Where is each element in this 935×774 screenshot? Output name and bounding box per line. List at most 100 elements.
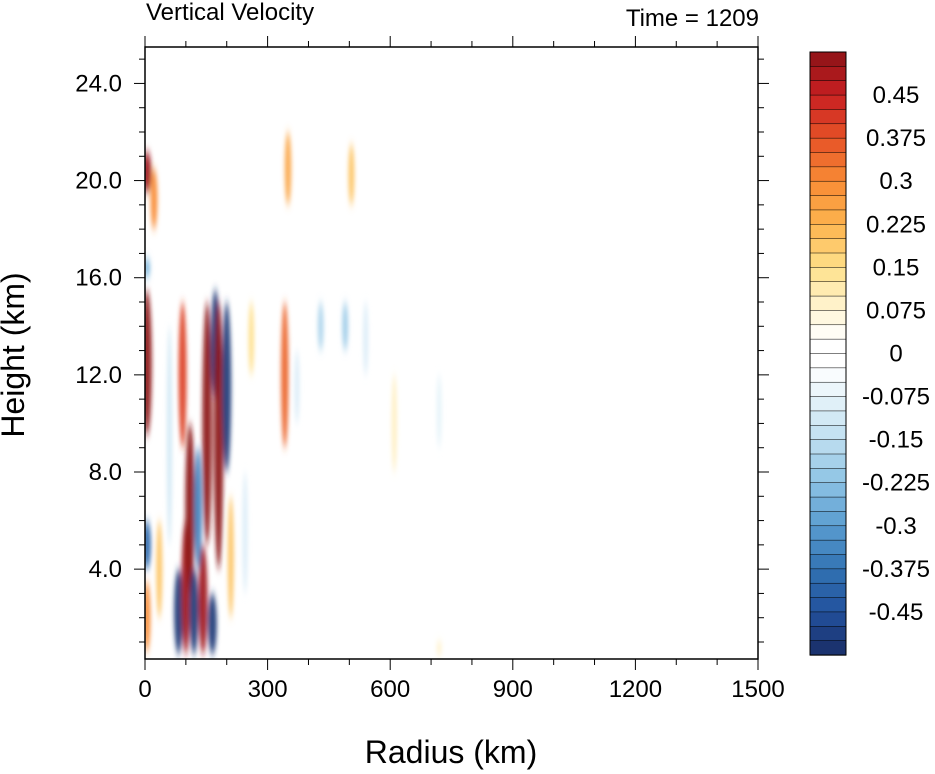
x-tick-label: 0	[138, 676, 151, 703]
time-label: Time = 1209	[626, 5, 759, 32]
colorbar-tick-label: -0.3	[875, 513, 916, 540]
velocity-streak	[185, 423, 195, 594]
velocity-streak	[202, 302, 212, 545]
colorbar-frame	[809, 51, 847, 656]
colorbar-tick-label: 0.3	[879, 168, 912, 195]
velocity-streak	[222, 302, 232, 472]
velocity-streak	[145, 581, 151, 652]
colorbar-swatch	[809, 568, 847, 584]
colorbar-swatch	[809, 123, 847, 139]
velocity-streak	[145, 289, 152, 436]
colorbar-tick-label: 0.375	[866, 125, 926, 152]
colorbar-swatch	[809, 496, 847, 513]
x-tick-label: 600	[370, 676, 410, 703]
colorbar-swatch	[809, 80, 847, 96]
velocity-streak	[242, 472, 248, 594]
colorbar-tick-label: -0.45	[869, 599, 924, 626]
colorbar-swatch	[809, 582, 847, 599]
colorbar-swatch	[809, 252, 847, 269]
colorbar-swatch	[809, 425, 847, 441]
colorbar-swatch	[809, 554, 847, 570]
colorbar-swatch	[809, 224, 847, 240]
colorbar-tick-labels: 0.45 0.375 0.3 0.225 0.15 0.075 0 -0.075 -0.15 -0…	[862, 82, 930, 626]
colorbar	[809, 51, 847, 656]
colorbar-swatch	[809, 310, 847, 326]
velocity-streak	[156, 520, 163, 618]
velocity-streak	[166, 326, 173, 545]
colorbar-swatch	[809, 525, 847, 541]
colorbar-tick-label: -0.075	[862, 384, 930, 411]
colorbar-swatch	[809, 94, 847, 111]
velocity-streak	[248, 302, 255, 375]
x-axis-ticks: 0 300 600 900 1200 1500	[138, 36, 785, 703]
colorbar-swatch	[809, 152, 847, 168]
colorbar-swatch	[809, 109, 847, 125]
colorbar-swatch	[809, 66, 847, 82]
heatmap-features	[145, 132, 442, 655]
colorbar-swatch	[809, 281, 847, 297]
colorbar-swatch	[809, 338, 847, 355]
y-tick-label: 8.0	[89, 459, 122, 486]
colorbar-swatch	[809, 209, 847, 225]
velocity-streak	[342, 302, 349, 351]
y-axis-label: Height (km)	[0, 272, 31, 437]
colorbar-swatch	[809, 410, 847, 426]
x-tick-label: 1200	[609, 676, 662, 703]
y-tick-label: 16.0	[75, 265, 122, 292]
y-tick-label: 24.0	[75, 70, 122, 97]
colorbar-swatch	[809, 367, 847, 383]
velocity-streak	[436, 374, 442, 448]
velocity-streak	[194, 447, 202, 570]
velocity-streak	[207, 593, 217, 655]
colorbar-swatch	[809, 539, 847, 556]
colorbar-swatch	[809, 295, 847, 312]
x-tick-label: 1500	[731, 676, 784, 703]
x-axis-label: Radius (km)	[365, 734, 537, 770]
colorbar-swatch	[809, 353, 847, 369]
colorbar-swatch	[809, 396, 847, 412]
velocity-streak	[145, 151, 152, 193]
velocity-streak	[281, 302, 289, 448]
y-tick-label: 4.0	[89, 556, 122, 583]
velocity-streak	[348, 144, 355, 205]
velocity-streak	[145, 520, 151, 570]
plot-frame	[144, 46, 759, 660]
colorbar-swatch	[809, 324, 847, 340]
colorbar-tick-label: 0.45	[873, 82, 920, 109]
colorbar-swatch	[809, 195, 847, 211]
velocity-streak	[145, 258, 151, 278]
colorbar-swatch	[809, 482, 847, 498]
velocity-streak	[391, 374, 397, 472]
velocity-streak	[227, 496, 234, 618]
colorbar-swatch	[809, 137, 847, 154]
x-tick-label: 900	[493, 676, 533, 703]
colorbar-swatch	[809, 381, 847, 398]
colorbar-swatch	[809, 180, 847, 197]
velocity-streak	[189, 569, 199, 655]
y-tick-label: 12.0	[75, 362, 122, 389]
y-tick-label: 20.0	[75, 168, 122, 195]
colorbar-tick-label: -0.225	[862, 470, 930, 497]
x-tick-label: 300	[248, 676, 288, 703]
velocity-streak	[436, 642, 442, 655]
colorbar-tick-label: -0.15	[869, 427, 924, 454]
colorbar-swatch	[809, 468, 847, 484]
plot-background	[145, 47, 758, 659]
colorbar-swatch	[809, 51, 847, 68]
velocity-streak	[150, 168, 158, 230]
colorbar-swatch	[809, 453, 847, 470]
colorbar-tick-label: 0.075	[866, 297, 926, 324]
colorbar-swatch	[809, 626, 847, 642]
colorbar-tick-label: 0.225	[866, 211, 926, 238]
colorbar-tick-label: -0.375	[862, 556, 930, 583]
velocity-streak	[294, 350, 300, 424]
chart-title: Vertical Velocity	[146, 0, 314, 26]
velocity-streak	[317, 302, 324, 351]
velocity-streak	[178, 302, 187, 448]
velocity-streak	[284, 132, 292, 205]
y-axis-ticks: 4.0 8.0 12.0 16.0 20.0 24.0	[75, 58, 769, 643]
colorbar-swatch	[809, 597, 847, 613]
colorbar-swatch	[809, 166, 847, 182]
velocity-streak	[363, 302, 369, 375]
